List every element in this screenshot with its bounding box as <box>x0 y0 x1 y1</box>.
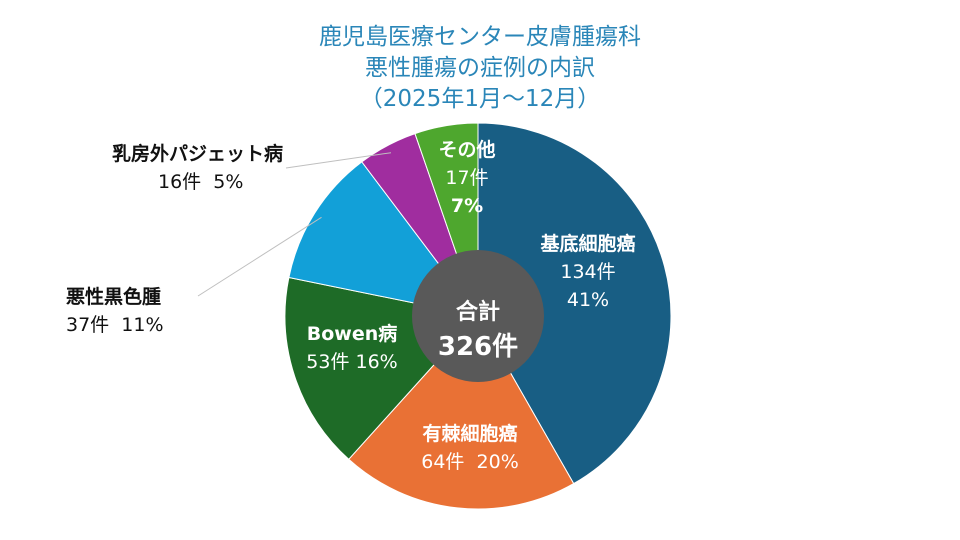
slice-label-basal-cell: 基底細胞癌 134件 41% <box>540 230 635 314</box>
slice-label-bowen: Bowen病 53件 16% <box>306 320 397 376</box>
slice-label-other: その他 17件 7% <box>438 136 495 220</box>
slice-percent-squamous-cell: 20% <box>476 451 519 473</box>
slice-percent-bowen: 16% <box>355 351 398 373</box>
slice-label-paget: 乳房外パジェット病 16件 5% <box>112 140 283 196</box>
slice-percent-melanoma: 11% <box>121 314 164 336</box>
title-line-1: 鹿児島医療センター皮膚腫瘍科 <box>319 24 641 50</box>
center-circle <box>412 250 544 382</box>
slice-percent-paget: 5% <box>213 171 244 193</box>
slice-count-basal-cell: 134件 <box>560 261 616 283</box>
title-line-2: 悪性腫瘍の症例の内訳 <box>365 55 595 81</box>
slice-name-squamous-cell: 有棘細胞癌 <box>422 423 518 445</box>
slice-count-bowen: 53件 <box>306 351 350 373</box>
center-total-value: 326件 <box>437 332 519 362</box>
slice-label-squamous-cell: 有棘細胞癌 64件 20% <box>421 420 519 476</box>
slice-percent-basal-cell: 41% <box>566 289 610 311</box>
slice-label-melanoma: 悪性黒色腫 37件 11% <box>66 283 164 339</box>
slice-name-bowen: Bowen病 <box>306 323 398 345</box>
title-line-3: （2025年1月～12月） <box>359 86 601 112</box>
pie-slice-squamous-cell <box>348 315 575 510</box>
slice-name-melanoma: 悪性黒色腫 <box>66 286 162 308</box>
slice-percent-other: 7% <box>450 195 484 217</box>
leader-line-melanoma <box>197 216 322 297</box>
center-total-label: 合計 <box>455 300 501 325</box>
slice-count-melanoma: 37件 <box>66 314 110 336</box>
leader-line-paget <box>285 152 392 169</box>
slice-count-paget: 16件 <box>158 171 202 193</box>
slice-name-paget: 乳房外パジェット病 <box>112 143 284 165</box>
slice-name-other: その他 <box>438 139 496 161</box>
slice-count-other: 17件 <box>445 167 489 189</box>
slice-name-basal-cell: 基底細胞癌 <box>540 233 636 255</box>
chart-title: 鹿児島医療センター皮膚腫瘍科 悪性腫瘍の症例の内訳 （2025年1月～12月） <box>0 22 960 115</box>
slice-count-squamous-cell: 64件 <box>421 451 465 473</box>
pie-slice-basal-cell <box>477 122 672 485</box>
